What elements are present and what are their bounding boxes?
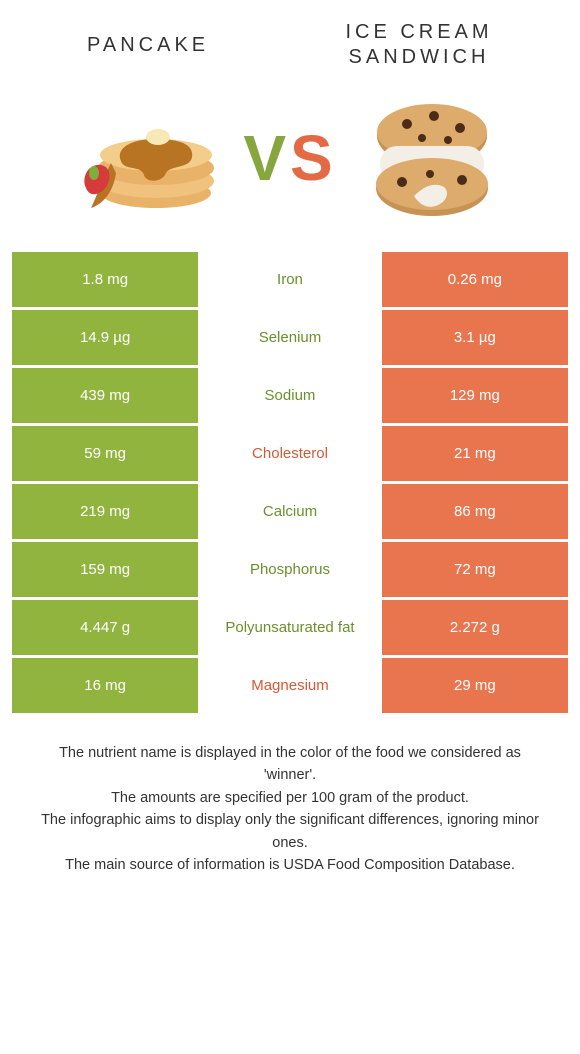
vs-label: VS bbox=[243, 121, 336, 195]
right-value: 21 mg bbox=[382, 426, 568, 481]
nutrient-label: Cholesterol bbox=[198, 426, 381, 481]
nutrient-label: Magnesium bbox=[198, 658, 381, 713]
infographic-root: Pancake Ice Cream Sandwich VS bbox=[0, 0, 580, 877]
table-row: 1.8 mgIron0.26 mg bbox=[12, 252, 568, 310]
left-value: 59 mg bbox=[12, 426, 198, 481]
right-food-title: Ice Cream Sandwich bbox=[290, 20, 548, 70]
left-value: 16 mg bbox=[12, 658, 198, 713]
nutrient-label: Iron bbox=[198, 252, 381, 307]
footer-line: The main source of information is USDA F… bbox=[32, 854, 548, 876]
left-value: 4.447 g bbox=[12, 600, 198, 655]
right-value: 2.272 g bbox=[382, 600, 568, 655]
ice-cream-sandwich-icon bbox=[347, 88, 517, 228]
footer-line: The nutrient name is displayed in the co… bbox=[32, 742, 548, 787]
right-value: 29 mg bbox=[382, 658, 568, 713]
vs-v: V bbox=[243, 121, 290, 195]
title-row: Pancake Ice Cream Sandwich bbox=[12, 20, 568, 70]
right-value: 72 mg bbox=[382, 542, 568, 597]
right-value: 3.1 µg bbox=[382, 310, 568, 365]
right-value: 129 mg bbox=[382, 368, 568, 423]
left-value: 1.8 mg bbox=[12, 252, 198, 307]
footer-line: The amounts are specified per 100 gram o… bbox=[32, 787, 548, 809]
nutrient-label: Selenium bbox=[198, 310, 381, 365]
nutrient-table: 1.8 mgIron0.26 mg14.9 µgSelenium3.1 µg43… bbox=[12, 252, 568, 716]
footer-notes: The nutrient name is displayed in the co… bbox=[12, 716, 568, 877]
table-row: 439 mgSodium129 mg bbox=[12, 368, 568, 426]
left-value: 219 mg bbox=[12, 484, 198, 539]
vs-s: S bbox=[290, 121, 337, 195]
nutrient-label: Calcium bbox=[198, 484, 381, 539]
left-value: 439 mg bbox=[12, 368, 198, 423]
pancake-icon bbox=[63, 88, 233, 228]
left-value: 159 mg bbox=[12, 542, 198, 597]
table-row: 159 mgPhosphorus72 mg bbox=[12, 542, 568, 600]
right-value: 86 mg bbox=[382, 484, 568, 539]
table-row: 16 mgMagnesium29 mg bbox=[12, 658, 568, 716]
table-row: 14.9 µgSelenium3.1 µg bbox=[12, 310, 568, 368]
table-row: 59 mgCholesterol21 mg bbox=[12, 426, 568, 484]
nutrient-label: Phosphorus bbox=[198, 542, 381, 597]
table-row: 4.447 gPolyunsaturated fat2.272 g bbox=[12, 600, 568, 658]
table-row: 219 mgCalcium86 mg bbox=[12, 484, 568, 542]
left-food-title: Pancake bbox=[32, 33, 264, 58]
footer-line: The infographic aims to display only the… bbox=[32, 809, 548, 854]
right-value: 0.26 mg bbox=[382, 252, 568, 307]
nutrient-label: Sodium bbox=[198, 368, 381, 423]
hero-row: VS bbox=[12, 88, 568, 228]
nutrient-label: Polyunsaturated fat bbox=[198, 600, 381, 655]
left-value: 14.9 µg bbox=[12, 310, 198, 365]
